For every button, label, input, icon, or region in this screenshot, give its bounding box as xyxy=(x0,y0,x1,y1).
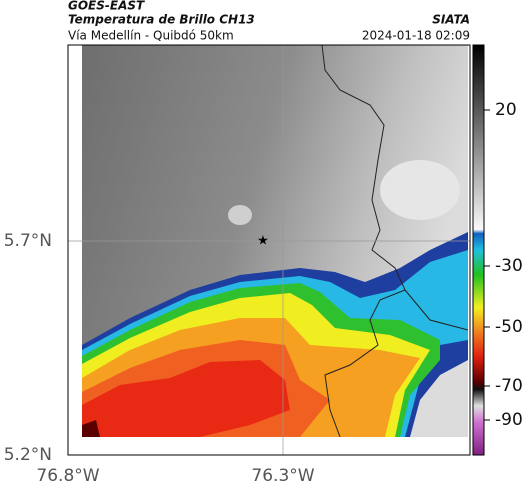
lat-label: 5.7°N xyxy=(4,231,52,251)
lon-label: 76.8°W xyxy=(36,466,99,486)
map: ★ xyxy=(67,44,471,456)
region: Vía Medellín - Quibdó 50km xyxy=(68,29,234,43)
colorbar-label: 20 xyxy=(495,100,517,120)
satellite: GOES-EAST xyxy=(68,0,145,13)
lon-label: 76.3°W xyxy=(251,466,314,486)
source: SIATA xyxy=(432,13,470,27)
lat-label: 5.2°N xyxy=(4,445,52,465)
colorbar-label: -70 xyxy=(495,376,523,396)
colorbar-label: -90 xyxy=(495,410,523,430)
colorbar-label: -50 xyxy=(495,317,523,337)
datetime: 2024-01-18 02:09 xyxy=(362,29,470,43)
product: Temperatura de Brillo CH13 xyxy=(68,13,255,27)
colorbar-label: -30 xyxy=(495,256,523,276)
svg-text:★: ★ xyxy=(257,234,269,249)
colorbar xyxy=(472,44,485,456)
